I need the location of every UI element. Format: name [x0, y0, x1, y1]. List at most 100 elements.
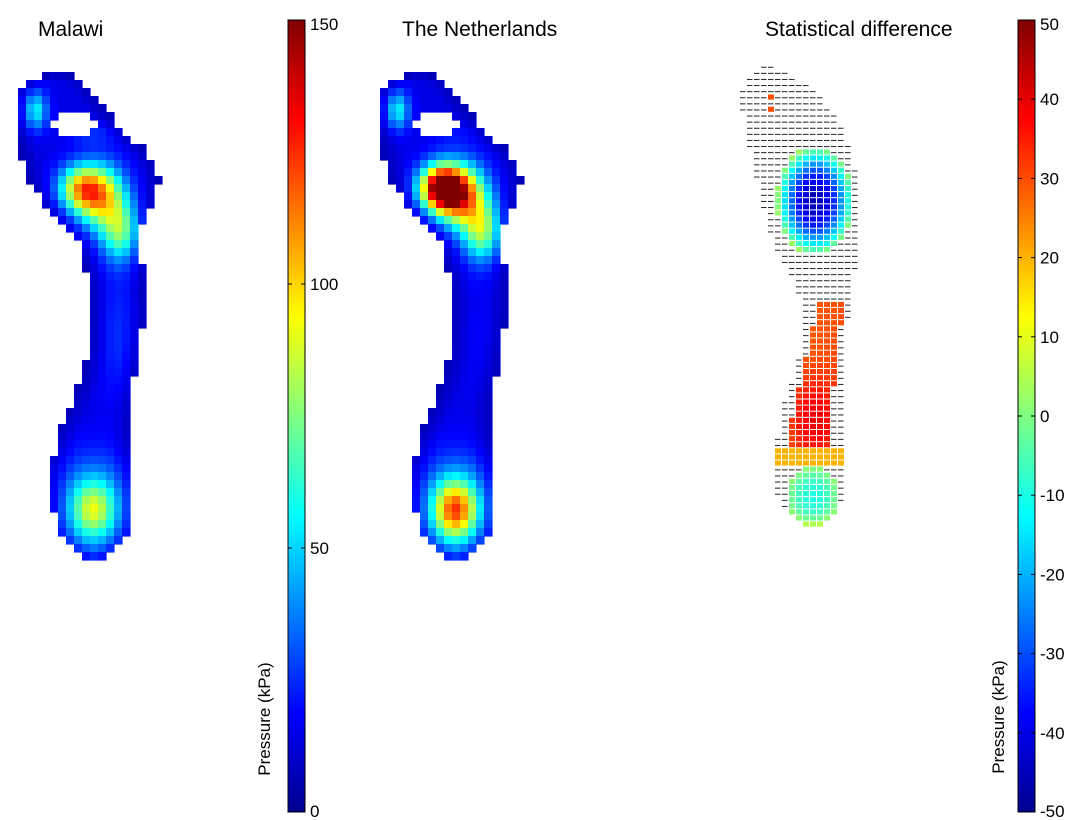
netherlands-pressure-cell: [436, 496, 445, 505]
difference-cell: [817, 521, 823, 527]
malawi-pressure-cell: [26, 136, 35, 145]
non-significant-cell: [803, 127, 809, 129]
malawi-pressure-cell: [122, 264, 131, 273]
malawi-pressure-cell: [58, 472, 67, 481]
netherlands-pressure-cell: [492, 368, 501, 377]
netherlands-pressure-cell: [460, 120, 469, 129]
netherlands-pressure-cell: [428, 216, 437, 225]
difference-cell: [817, 344, 823, 350]
malawi-pressure-cell: [58, 136, 67, 145]
non-significant-cell: [796, 91, 802, 93]
netherlands-pressure-cell: [388, 168, 397, 177]
non-significant-cell: [831, 152, 837, 154]
difference-cell: [796, 222, 802, 228]
malawi-pressure-cell: [122, 432, 131, 441]
netherlands-pressure-cell: [452, 360, 461, 369]
malawi-pressure-cell: [98, 232, 107, 241]
netherlands-pressure-cell: [460, 392, 469, 401]
non-significant-cell: [838, 481, 844, 483]
netherlands-pressure-cell: [508, 200, 517, 209]
netherlands-pressure-cell: [412, 456, 421, 465]
malawi-pressure-cell: [66, 480, 75, 489]
difference-cell: [796, 515, 802, 521]
malawi-pressure-cell: [106, 184, 115, 193]
difference-cell: [838, 161, 844, 167]
malawi-pressure-cell: [114, 488, 123, 497]
non-significant-cell: [775, 475, 781, 477]
non-significant-cell: [838, 152, 844, 154]
difference-cell: [789, 155, 795, 161]
malawi-pressure-cell: [82, 408, 91, 417]
netherlands-pressure-cell: [412, 152, 421, 161]
malawi-pressure-cell: [74, 440, 83, 449]
netherlands-pressure-cell: [420, 472, 429, 481]
non-significant-cell: [810, 109, 816, 111]
difference-cell: [817, 381, 823, 387]
difference-cell: [810, 478, 816, 484]
non-significant-cell: [838, 280, 844, 282]
netherlands-pressure-cell: [436, 216, 445, 225]
malawi-pressure-cell: [122, 408, 131, 417]
difference-cell: [817, 387, 823, 393]
non-significant-cell: [852, 170, 858, 172]
netherlands-pressure-cell: [460, 240, 469, 249]
non-significant-cell: [789, 261, 795, 263]
malawi-pressure-cell: [114, 512, 123, 521]
netherlands-pressure-cell: [396, 80, 405, 89]
non-significant-cell: [831, 286, 837, 288]
difference-cell: [824, 491, 830, 497]
difference-cell: [782, 198, 788, 204]
netherlands-pressure-cell: [484, 304, 493, 313]
non-significant-cell: [817, 115, 823, 117]
difference-cell: [824, 472, 830, 478]
malawi-pressure-cell: [114, 352, 123, 361]
malawi-pressure-cell: [106, 160, 115, 169]
netherlands-pressure-cell: [484, 384, 493, 393]
netherlands-pressure-cell: [484, 224, 493, 233]
netherlands-pressure-cell: [460, 288, 469, 297]
malawi-pressure-cell: [18, 112, 27, 121]
netherlands-pressure-cell: [476, 496, 485, 505]
difference-cell: [796, 186, 802, 192]
netherlands-pressure-cell: [452, 304, 461, 313]
malawi-pressure-cell: [90, 328, 99, 337]
netherlands-pressure-cell: [516, 176, 525, 185]
non-significant-cell: [782, 499, 788, 501]
non-significant-cell: [845, 304, 851, 306]
difference-cell: [817, 466, 823, 472]
netherlands-pressure-cell: [492, 240, 501, 249]
malawi-pressure-cell: [50, 160, 59, 169]
difference-cell: [824, 399, 830, 405]
non-significant-cell: [782, 243, 788, 245]
difference-cell: [810, 466, 816, 472]
difference-cell: [824, 320, 830, 326]
netherlands-pressure-cell: [468, 352, 477, 361]
netherlands-pressure-cell: [476, 432, 485, 441]
malawi-pressure-cell: [50, 80, 59, 89]
non-significant-cell: [796, 365, 802, 367]
non-significant-cell: [775, 237, 781, 239]
netherlands-pressure-cell: [428, 144, 437, 153]
difference-cell: [838, 167, 844, 173]
difference-cell: [817, 204, 823, 210]
netherlands-pressure-cell: [484, 232, 493, 241]
non-significant-cell: [831, 115, 837, 117]
difference-cell: [824, 308, 830, 314]
malawi-pressure-cell: [42, 112, 51, 121]
malawi-pressure-cell: [90, 104, 99, 113]
netherlands-pressure-cell: [460, 200, 469, 209]
netherlands-pressure-cell: [444, 248, 453, 257]
malawi-pressure-cell: [122, 344, 131, 353]
difference-cell: [824, 478, 830, 484]
netherlands-pressure-cell: [484, 408, 493, 417]
non-significant-cell: [768, 115, 774, 117]
non-significant-cell: [789, 408, 795, 410]
difference-cell: [831, 186, 837, 192]
difference-cell: [803, 436, 809, 442]
netherlands-pressure-cell: [484, 312, 493, 321]
netherlands-pressure-cell: [468, 288, 477, 297]
netherlands-pressure-cell: [476, 456, 485, 465]
malawi-pressure-cell: [42, 72, 51, 81]
difference-cell: [845, 198, 851, 204]
malawi-pressure-cell: [58, 440, 67, 449]
